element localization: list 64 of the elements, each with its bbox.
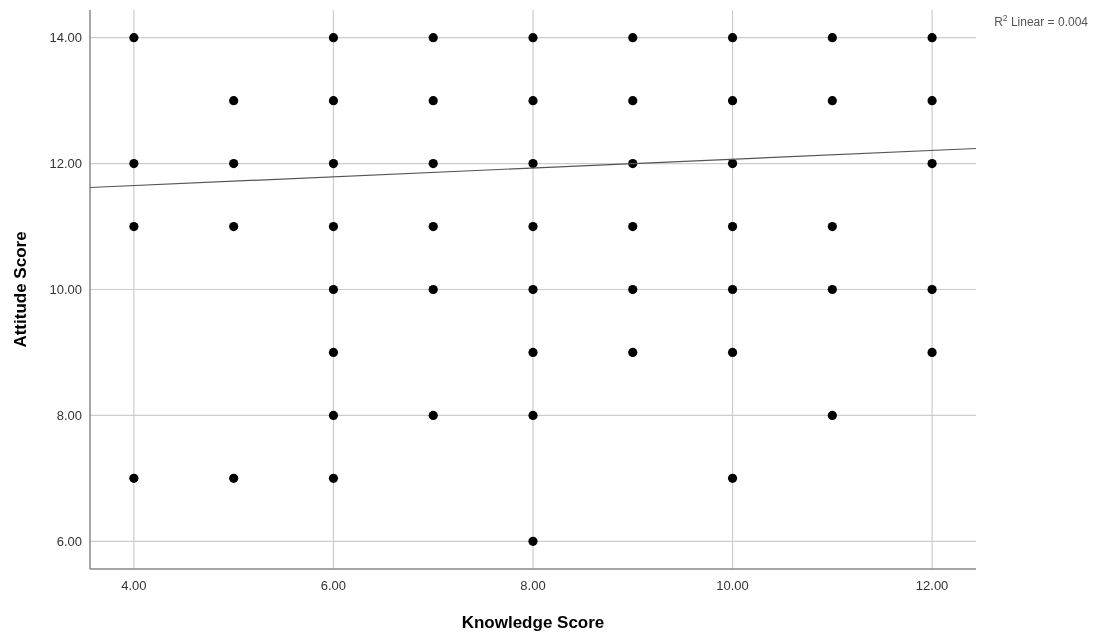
point [229, 159, 239, 169]
point [727, 473, 738, 483]
point [328, 221, 339, 232]
point [528, 96, 538, 106]
point [528, 284, 538, 295]
point [927, 159, 937, 169]
point [129, 221, 139, 232]
x-tick-label: 4.00 [121, 578, 147, 593]
point [827, 221, 837, 232]
point [927, 347, 937, 358]
x-tick-label: 8.00 [520, 578, 546, 593]
point [727, 221, 738, 232]
point [628, 96, 638, 106]
point [229, 96, 239, 106]
point [428, 410, 438, 420]
point [727, 33, 738, 43]
point [528, 347, 538, 358]
y-axis-title: Attitude Score [11, 231, 30, 348]
x-axis-title: Knowledge Score [461, 613, 605, 632]
point [927, 96, 937, 106]
y-tick-label: 6.00 [56, 533, 82, 549]
point [328, 410, 339, 420]
point [727, 284, 738, 295]
point [827, 410, 837, 420]
point [528, 33, 538, 43]
point [727, 159, 738, 169]
point [628, 33, 638, 43]
point [827, 284, 837, 295]
y-tick-label: 8.00 [56, 407, 82, 423]
point [528, 410, 538, 420]
point [328, 473, 339, 483]
point [428, 284, 438, 295]
point [328, 347, 339, 358]
point [428, 96, 438, 106]
point [129, 473, 139, 483]
x-tick-label: 10.00 [716, 578, 749, 593]
point [129, 33, 139, 43]
text: R$^{2}$ Linear = 0.004 [994, 13, 1089, 29]
point [328, 33, 339, 43]
point [129, 159, 139, 169]
point [727, 96, 738, 106]
y-tick-label: 14.00 [49, 30, 82, 46]
x-tick-label: 6.00 [320, 578, 347, 593]
point [628, 221, 638, 232]
point [229, 221, 239, 232]
point [528, 536, 538, 546]
point [827, 33, 837, 43]
point [328, 96, 339, 106]
point [927, 33, 937, 43]
point [428, 33, 438, 43]
point [428, 221, 438, 232]
point [628, 284, 638, 295]
point [428, 159, 438, 169]
point [628, 347, 638, 358]
point [328, 159, 339, 169]
point [727, 347, 738, 358]
point [827, 96, 837, 106]
point [927, 284, 937, 295]
y-tick-label: 12.00 [49, 156, 82, 172]
point [528, 221, 538, 232]
y-tick-label: 10.00 [49, 282, 82, 298]
point [328, 284, 339, 295]
x-tick-label: 12.00 [915, 578, 949, 593]
point [229, 473, 239, 483]
